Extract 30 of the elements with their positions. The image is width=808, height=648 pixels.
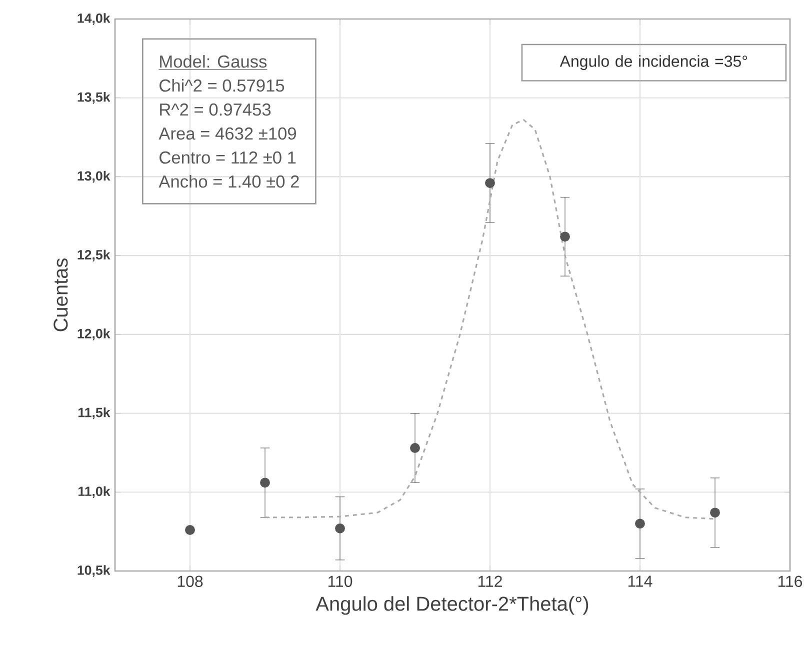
x-tick-label: 110 <box>328 576 352 588</box>
x-tick-label: 114 <box>628 576 652 587</box>
y-axis-title: Cuentas <box>54 258 68 332</box>
x-axis-title: Angulo del Detector-2*Theta(°) <box>316 596 588 615</box>
point <box>260 478 270 488</box>
point <box>635 518 645 529</box>
x-tick-label: 112 <box>478 576 502 587</box>
annotation: Chi^2 = 0.57915 <box>160 78 284 92</box>
annotation: Area = 4632 ±109 <box>158 127 296 140</box>
y-tick-label: 13,0k <box>78 170 110 183</box>
y-tick-label: 11,5k <box>78 407 110 420</box>
y-tick-label: 11,0k <box>78 486 110 498</box>
annotation: Angulo de incidencia =35° <box>560 55 748 70</box>
point <box>410 443 420 453</box>
point <box>485 178 495 188</box>
annotation: Ancho = 1.40 ±0 2 <box>158 174 299 188</box>
x-tick-label: 108 <box>178 576 203 588</box>
point <box>560 232 570 242</box>
y-tick-label: 12,5k <box>78 250 110 262</box>
y-tick-label: 13,5k <box>78 92 110 104</box>
y-tick-label: 10,5k <box>78 565 110 577</box>
annotation: Model: Gauss <box>160 54 267 68</box>
point <box>335 523 345 534</box>
point <box>185 525 195 535</box>
annotation: R^2 = 0.97453 <box>160 103 271 116</box>
y-tick-label: 14,0k <box>78 13 110 25</box>
y-tick-label: 12,0k <box>78 328 110 340</box>
annotation: Centro = 112 ±0 1 <box>160 151 296 164</box>
point <box>710 508 720 518</box>
x-tick-label: 116 <box>778 576 802 588</box>
